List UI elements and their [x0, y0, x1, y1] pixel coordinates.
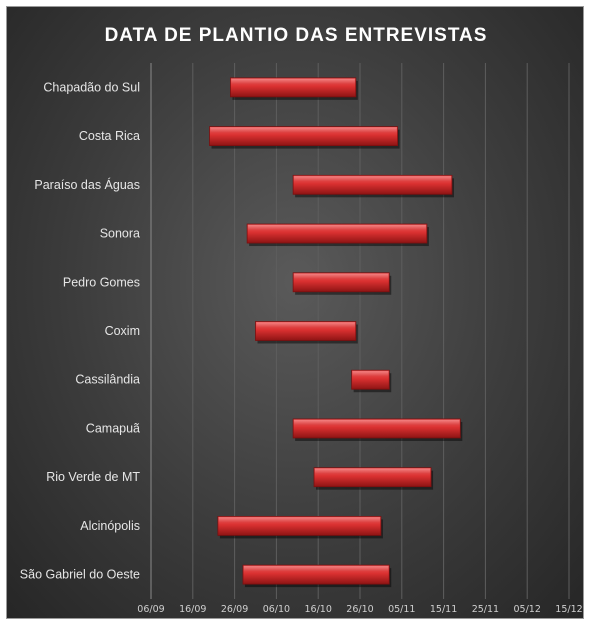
- category-label: São Gabriel do Oeste: [20, 568, 140, 582]
- label-layer: 06/09 16/09 26/09 06/10 16/10 26/10 05/11 15/11…: [20, 80, 583, 615]
- x-tick-label: 06/10: [263, 604, 290, 615]
- bar-1: [230, 77, 358, 100]
- bar-7: [351, 369, 392, 393]
- bar-11: [242, 564, 392, 588]
- bar-highlight: [243, 566, 389, 572]
- category-label: Sonora: [100, 227, 140, 241]
- category-label: Camapuã: [86, 421, 140, 435]
- x-tick-label: 26/09: [221, 604, 248, 615]
- x-tick-label: 15/12: [555, 604, 582, 615]
- chart-frame: DATA DE PLANTIO DAS ENTREVISTAS 06/09 16/…: [6, 6, 584, 619]
- x-tick-label: 16/10: [305, 604, 332, 615]
- bar-highlight: [294, 419, 460, 425]
- category-label: Paraíso das Águas: [34, 177, 140, 192]
- category-label: Costa Rica: [79, 129, 140, 143]
- bar-highlight: [294, 176, 451, 182]
- category-label: Cassilândia: [75, 373, 140, 387]
- category-label: Coxim: [105, 324, 140, 338]
- bar-highlight: [231, 78, 355, 84]
- bar-highlight: [352, 371, 389, 377]
- bar-5: [292, 272, 392, 295]
- x-tick-label: 25/11: [472, 604, 499, 615]
- bar-layer: [209, 77, 463, 588]
- x-tick-label: 05/12: [514, 604, 541, 615]
- gantt-chart: 06/09 16/09 26/09 06/10 16/10 26/10 05/11 15/11…: [20, 63, 583, 615]
- bar-9: [313, 467, 434, 490]
- bar-highlight: [218, 517, 380, 523]
- bar-highlight: [315, 468, 431, 474]
- category-label: Chapadão do Sul: [43, 80, 140, 94]
- x-tick-label: 16/09: [179, 604, 206, 615]
- bar-2: [209, 126, 400, 149]
- x-tick-label: 15/11: [430, 604, 457, 615]
- bar-6: [255, 321, 358, 344]
- bar-highlight: [248, 225, 426, 231]
- bar-highlight: [256, 322, 355, 328]
- bar-3: [292, 174, 454, 198]
- bar-8: [292, 418, 463, 441]
- category-label: Alcinópolis: [80, 519, 140, 533]
- category-label: Pedro Gomes: [63, 275, 140, 289]
- bar-10: [217, 516, 383, 539]
- category-label: Rio Verde de MT: [46, 470, 140, 484]
- chart-title: DATA DE PLANTIO DAS ENTREVISTAS: [104, 25, 488, 46]
- bar-highlight: [294, 273, 389, 279]
- x-tick-label: 26/10: [346, 604, 373, 615]
- bar-4: [246, 223, 429, 247]
- x-tick-label: 06/09: [137, 604, 164, 615]
- x-tick-label: 05/11: [388, 604, 415, 615]
- bar-highlight: [210, 127, 397, 133]
